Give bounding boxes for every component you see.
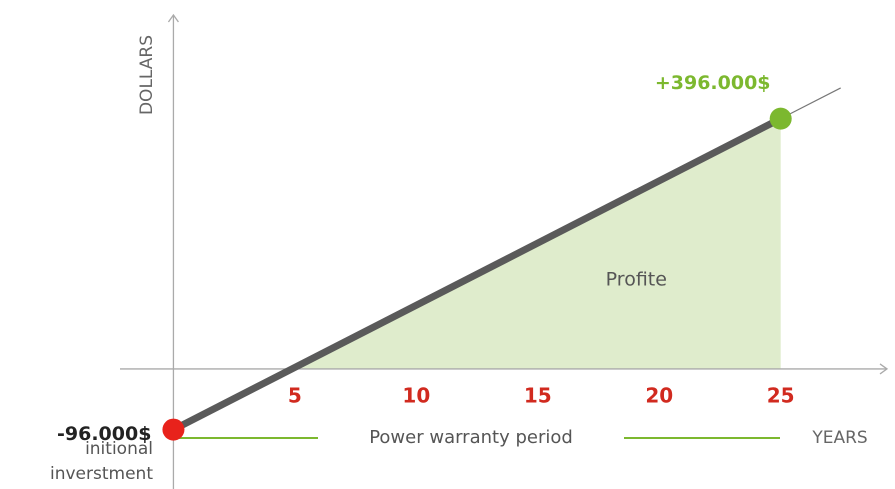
start-note: inverstment — [50, 464, 153, 484]
value-label: +396.000$ — [655, 72, 771, 94]
y-axis-arrow — [167, 13, 179, 23]
point — [769, 107, 792, 130]
value-label: -96.000$ — [57, 423, 151, 445]
x-tick-label: 5 — [288, 383, 302, 407]
period-label: Power warranty period — [369, 427, 573, 448]
area-label: Profite — [606, 269, 667, 291]
trend-extension — [780, 87, 841, 120]
x-tick-label: 15 — [524, 383, 552, 407]
x-tick-label: 25 — [767, 383, 795, 407]
start-note: initional — [85, 439, 153, 459]
x-axis-label: YEARS — [811, 428, 867, 448]
x-tick-label: 10 — [402, 383, 430, 407]
line — [171, 115, 783, 433]
point — [162, 418, 185, 441]
x-axis-arrow — [879, 363, 889, 375]
x-tick-label: 20 — [645, 383, 673, 407]
y-axis-label: DOLLARS — [137, 35, 157, 115]
